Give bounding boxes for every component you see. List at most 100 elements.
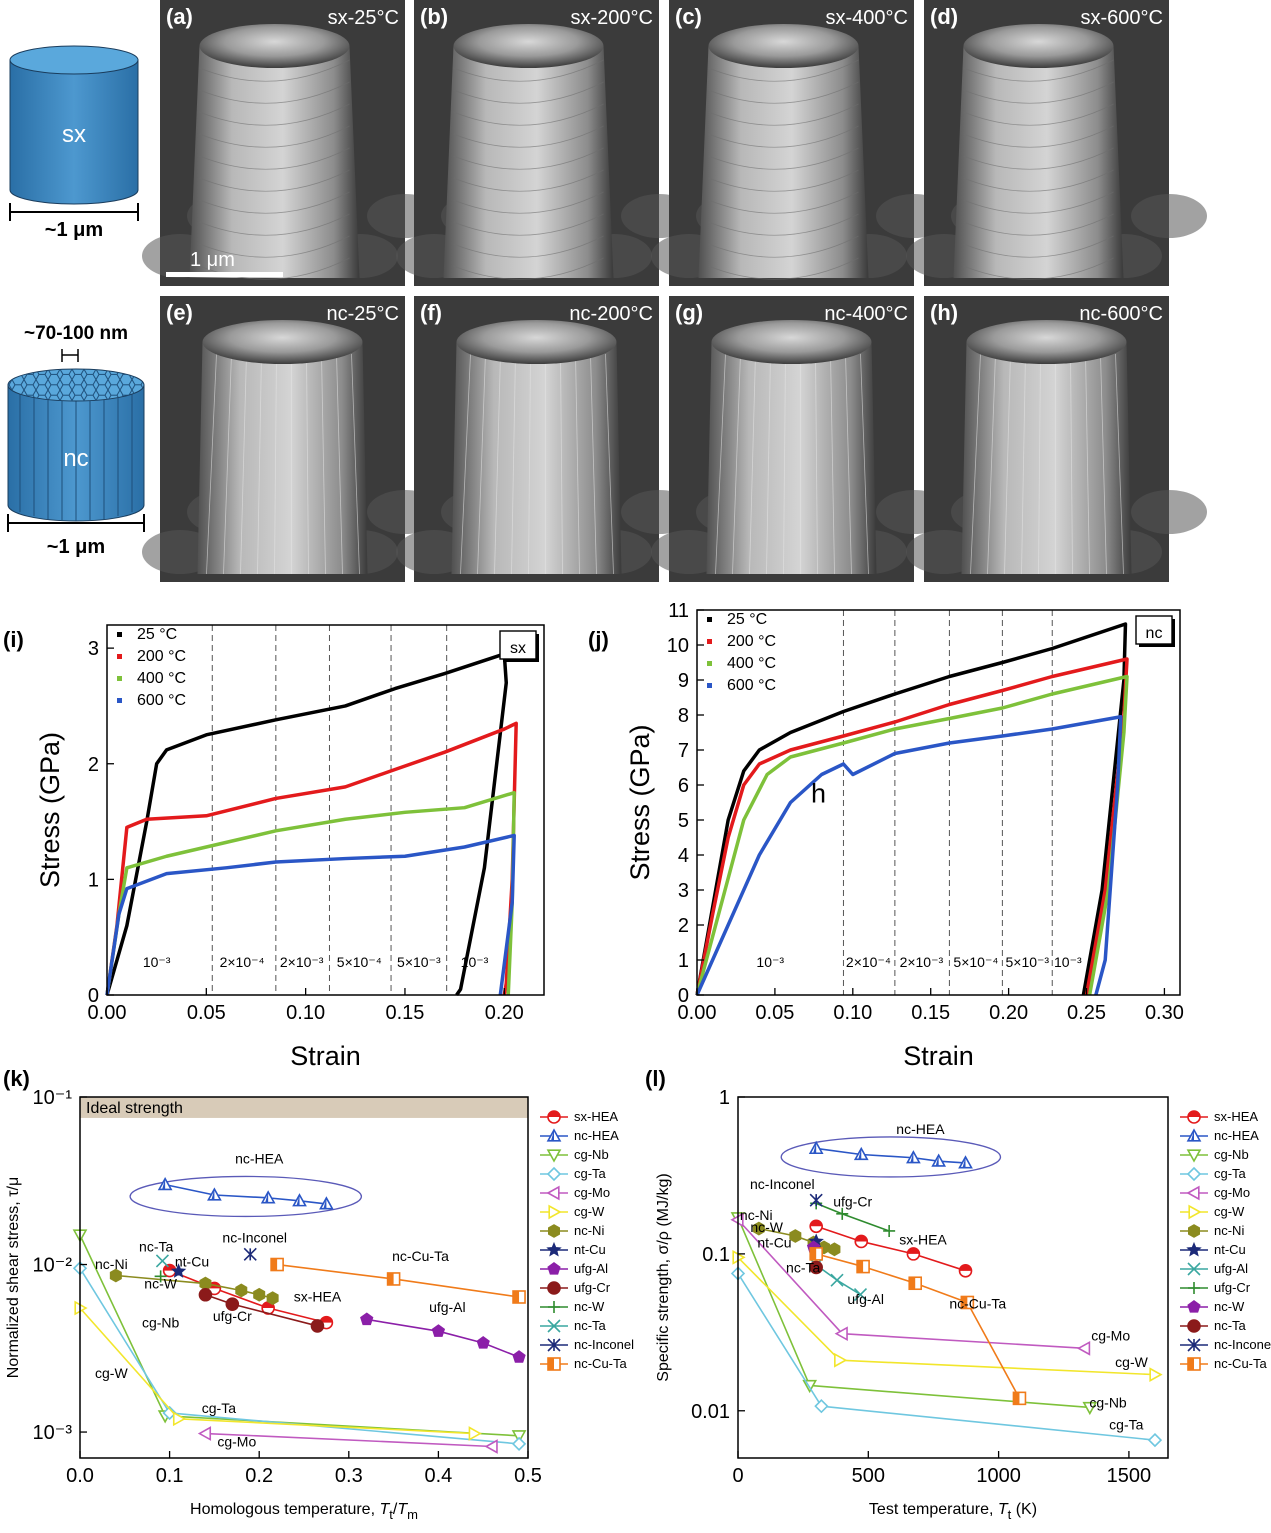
pillar-top <box>456 320 617 364</box>
series-annotation: nc-Ta <box>786 1260 820 1276</box>
pillar-body <box>443 46 614 278</box>
series-sx-hea <box>809 1219 973 1278</box>
legend-label: nc-Ta <box>574 1318 607 1333</box>
x-axis-label: Strain <box>903 1041 974 1071</box>
sem-panel-letter: (b) <box>420 4 448 29</box>
series-cg-w <box>74 1300 482 1441</box>
data-point-marker <box>547 1338 561 1352</box>
data-point-marker <box>360 1312 374 1326</box>
data-point-marker <box>1187 1300 1201 1313</box>
legend-label: ufg-Cr <box>574 1280 611 1295</box>
x-tick-label: 0.10 <box>833 1002 872 1024</box>
series-nc-inconel <box>809 1193 823 1207</box>
series-annotation: nc-HEA <box>896 1121 945 1137</box>
strain-rate-label: 10⁻³ <box>143 954 171 970</box>
legend-label: 200 °C <box>137 648 186 665</box>
series-nc-ni <box>109 1268 279 1306</box>
series-annotation: sx-HEA <box>899 1231 947 1247</box>
charts: (i)10⁻³ 2×10⁻⁴ 2×10⁻³ 5×10⁻⁴ 5×10⁻³ 10⁻³0.00 0… <box>3 600 1271 1522</box>
legend-swatch <box>117 676 122 681</box>
y-tick-label: 1 <box>678 950 689 972</box>
sem-panel-letter: (g) <box>675 300 703 325</box>
series-annotation: nc-W <box>144 1275 177 1291</box>
pillar-top <box>963 24 1114 68</box>
sx-size-label: ~1 μm <box>45 219 103 241</box>
data-point-marker <box>1187 1338 1201 1352</box>
series-600-c <box>695 715 1123 996</box>
sem-panel: (e) nc-25°C <box>142 296 443 582</box>
legend-label: 200 °C <box>727 633 776 650</box>
legend-label: 25 °C <box>137 626 177 643</box>
legend-label: 600 °C <box>137 692 186 709</box>
sem-panel: (a) sx-25°C <box>142 0 443 286</box>
data-point-marker <box>511 1430 527 1444</box>
series-annotation: nc-Inconel <box>750 1176 815 1192</box>
pillar-body <box>197 342 368 574</box>
legend-label: nc-Ni <box>574 1223 604 1238</box>
series-annotation: sx-HEA <box>294 1289 342 1305</box>
legend-label: nc-Inconel <box>1214 1337 1271 1352</box>
chart-tag-box <box>499 630 537 660</box>
strain-rate-label: 5×10⁻⁴ <box>953 954 998 970</box>
series-annotation: cg-Ta <box>202 1400 236 1416</box>
data-point-marker <box>1186 1149 1202 1163</box>
series-line <box>105 833 516 996</box>
y-tick-label: 1 <box>719 1087 730 1109</box>
data-point-marker <box>814 1399 829 1414</box>
x-axis-label: Test temperature, Tt (K) <box>869 1501 1037 1522</box>
legend-swatch <box>707 683 712 688</box>
legend-label: cg-Mo <box>574 1185 610 1200</box>
y-tick-label: 2 <box>678 915 689 937</box>
series-nc-hea <box>157 1176 334 1210</box>
chart-tag-box <box>1135 615 1173 645</box>
data-point-marker <box>484 1439 498 1454</box>
data-point-marker <box>809 1193 823 1207</box>
y-tick-label: 8 <box>678 705 689 727</box>
series-cg-mo <box>197 1426 498 1454</box>
pillar-top <box>199 24 350 68</box>
legend-label: nt-Cu <box>574 1242 606 1257</box>
series-25-c <box>105 652 509 996</box>
data-point-marker <box>1082 1401 1098 1416</box>
x-tick-label: 0.1 <box>156 1465 184 1487</box>
y-tick-label: 5 <box>678 810 689 832</box>
sem-panel-title: nc-25°C <box>327 303 399 325</box>
series-annotation: nc-HEA <box>235 1151 284 1167</box>
x-axis-label: Strain <box>290 1041 361 1071</box>
data-point-marker <box>546 1241 562 1257</box>
y-tick-label: 10⁻² <box>33 1255 73 1277</box>
legend-label: 25 °C <box>727 611 767 628</box>
scale-bar-label: 1 μm <box>190 249 235 271</box>
series-line <box>815 1225 966 1272</box>
data-point-marker <box>243 1247 257 1261</box>
pillar-body <box>961 342 1132 574</box>
strain-rate-label: 2×10⁻⁴ <box>220 954 265 970</box>
strain-rate-label: 2×10⁻³ <box>280 954 324 970</box>
data-point-marker <box>834 1352 848 1368</box>
data-point-marker <box>546 1185 560 1201</box>
legend-swatch <box>707 617 712 622</box>
y-tick-label: 3 <box>678 880 689 902</box>
plot-frame <box>696 609 1181 996</box>
data-point-marker <box>109 1268 122 1283</box>
series-line <box>815 1253 1021 1399</box>
series-annotation: nc-Inconel <box>222 1230 287 1246</box>
legend-label: 400 °C <box>137 670 186 687</box>
data-point-marker <box>1186 1185 1200 1201</box>
ideal-strength-band <box>80 1097 528 1118</box>
strain-rate-label: 2×10⁻⁴ <box>846 954 891 970</box>
data-point-marker <box>752 1221 765 1236</box>
data-point-marker <box>836 1207 849 1220</box>
data-point-marker <box>199 1276 212 1291</box>
nc-hea-ellipse <box>780 1136 1002 1178</box>
scale-bar: 1 μm <box>166 249 283 277</box>
series-annotation: cg-Ta <box>1109 1416 1143 1432</box>
series-200-c <box>695 657 1129 996</box>
legend-label: sx-HEA <box>574 1109 618 1124</box>
data-point-marker <box>853 1288 868 1302</box>
x-tick-label: 0.4 <box>424 1465 452 1487</box>
series-annotation: cg-Nb <box>1089 1394 1127 1410</box>
pillar-body <box>189 46 360 278</box>
x-tick-label: 0.0 <box>66 1465 94 1487</box>
series-line <box>695 715 1123 996</box>
